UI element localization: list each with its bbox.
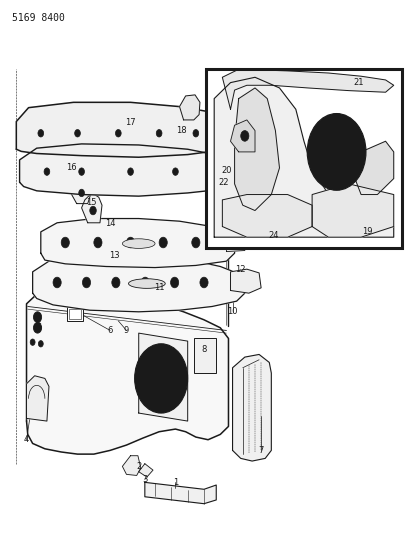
Text: 5: 5 — [36, 324, 41, 332]
Polygon shape — [226, 233, 245, 252]
Polygon shape — [145, 482, 216, 504]
Text: 6: 6 — [107, 326, 113, 335]
Circle shape — [193, 130, 199, 137]
Circle shape — [61, 237, 69, 248]
Text: 20: 20 — [221, 166, 232, 175]
Text: 1: 1 — [173, 478, 178, 487]
Text: 21: 21 — [354, 78, 364, 87]
Circle shape — [156, 130, 162, 137]
Circle shape — [307, 114, 366, 190]
Polygon shape — [222, 195, 312, 237]
Polygon shape — [27, 288, 228, 454]
Circle shape — [30, 339, 35, 345]
Circle shape — [156, 372, 166, 385]
Text: 3: 3 — [142, 475, 148, 484]
Text: 2: 2 — [136, 462, 141, 471]
Text: 5169 8400: 5169 8400 — [12, 13, 65, 23]
Polygon shape — [231, 269, 261, 293]
Circle shape — [82, 277, 91, 288]
Circle shape — [112, 277, 120, 288]
Text: 11: 11 — [154, 284, 164, 292]
Circle shape — [33, 322, 42, 333]
Polygon shape — [16, 102, 228, 157]
Polygon shape — [180, 95, 200, 120]
Circle shape — [241, 131, 249, 141]
Polygon shape — [122, 456, 141, 475]
Circle shape — [159, 237, 167, 248]
Text: 10: 10 — [227, 308, 238, 316]
Bar — [194, 338, 216, 373]
Circle shape — [75, 130, 80, 137]
Text: 4: 4 — [24, 435, 29, 444]
Circle shape — [79, 168, 84, 175]
Circle shape — [171, 277, 179, 288]
Text: 12: 12 — [235, 265, 246, 273]
Circle shape — [217, 130, 223, 137]
Polygon shape — [235, 88, 279, 211]
Polygon shape — [312, 184, 394, 237]
Text: 15: 15 — [86, 198, 97, 207]
Circle shape — [213, 168, 219, 175]
Circle shape — [143, 354, 180, 402]
Circle shape — [200, 277, 208, 288]
Circle shape — [317, 126, 356, 177]
Polygon shape — [353, 141, 394, 195]
Ellipse shape — [122, 239, 155, 248]
Circle shape — [38, 341, 43, 347]
Text: 13: 13 — [109, 252, 120, 260]
Text: 16: 16 — [66, 164, 77, 172]
Circle shape — [141, 277, 149, 288]
Bar — [69, 309, 81, 319]
Text: 7: 7 — [258, 446, 264, 455]
Circle shape — [90, 206, 96, 215]
Text: 23: 23 — [356, 145, 366, 154]
Text: 8: 8 — [201, 345, 207, 353]
Polygon shape — [214, 77, 394, 237]
Ellipse shape — [129, 279, 165, 288]
Text: 18: 18 — [176, 126, 187, 135]
Circle shape — [53, 277, 61, 288]
Circle shape — [38, 130, 44, 137]
Circle shape — [173, 168, 178, 175]
Text: 9: 9 — [124, 326, 129, 335]
Text: 24: 24 — [268, 231, 279, 240]
Text: 22: 22 — [218, 178, 229, 187]
Circle shape — [126, 237, 135, 248]
Polygon shape — [233, 354, 271, 461]
Polygon shape — [27, 376, 49, 421]
Circle shape — [128, 168, 133, 175]
Circle shape — [44, 168, 50, 175]
Text: 19: 19 — [362, 228, 373, 236]
Bar — [206, 69, 402, 248]
Polygon shape — [231, 120, 255, 152]
Polygon shape — [222, 69, 394, 109]
Polygon shape — [139, 333, 188, 421]
Polygon shape — [33, 256, 245, 312]
Bar — [67, 306, 83, 321]
Text: 17: 17 — [125, 118, 136, 127]
Bar — [206, 69, 402, 248]
Circle shape — [33, 312, 42, 322]
Circle shape — [192, 237, 200, 248]
Polygon shape — [82, 193, 102, 223]
Circle shape — [115, 130, 121, 137]
Polygon shape — [70, 182, 91, 204]
Polygon shape — [41, 219, 235, 268]
Circle shape — [79, 189, 84, 197]
Circle shape — [94, 237, 102, 248]
Polygon shape — [20, 144, 231, 196]
Polygon shape — [139, 464, 153, 477]
Text: 14: 14 — [105, 220, 115, 228]
Circle shape — [135, 344, 188, 413]
